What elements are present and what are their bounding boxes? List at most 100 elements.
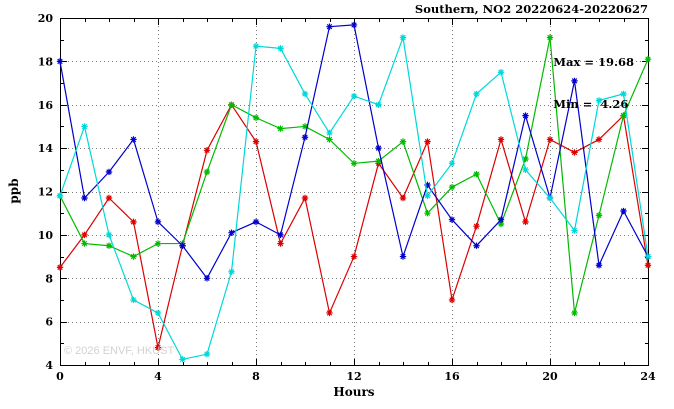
point-marker bbox=[620, 90, 627, 98]
point-marker bbox=[620, 207, 627, 215]
point-marker bbox=[252, 114, 260, 121]
point-marker bbox=[81, 123, 88, 130]
point-marker bbox=[179, 356, 186, 363]
point-marker bbox=[326, 309, 333, 317]
point-marker bbox=[301, 90, 309, 98]
point-marker bbox=[81, 231, 88, 239]
point-marker bbox=[571, 309, 578, 317]
point-marker bbox=[203, 147, 211, 154]
point-marker bbox=[350, 21, 358, 29]
point-marker bbox=[56, 192, 64, 200]
point-marker bbox=[644, 253, 652, 260]
y-axis-label: ppb bbox=[7, 178, 21, 204]
point-marker bbox=[571, 149, 578, 156]
y-tick-label: 14 bbox=[38, 142, 54, 155]
point-marker bbox=[497, 136, 505, 143]
y-tick-label: 20 bbox=[38, 12, 54, 25]
x-tick-label: 24 bbox=[640, 370, 656, 383]
point-marker bbox=[179, 242, 186, 249]
point-marker bbox=[130, 136, 137, 143]
point-marker bbox=[473, 170, 480, 178]
point-marker bbox=[154, 218, 162, 226]
point-marker bbox=[546, 34, 554, 41]
point-marker bbox=[252, 218, 260, 226]
y-tick-label: 16 bbox=[38, 99, 54, 112]
point-marker bbox=[595, 136, 603, 143]
point-marker bbox=[81, 240, 88, 247]
x-axis-label: Hours bbox=[333, 385, 375, 399]
y-tick-label: 18 bbox=[38, 55, 54, 68]
point-marker bbox=[473, 223, 480, 230]
y-tick-label: 10 bbox=[38, 229, 54, 242]
point-marker bbox=[228, 268, 235, 275]
plot-border bbox=[60, 18, 649, 366]
point-marker bbox=[399, 194, 407, 202]
point-marker bbox=[326, 23, 333, 30]
point-marker bbox=[571, 77, 578, 85]
point-marker bbox=[595, 212, 603, 219]
max-label: Max = 19.68 bbox=[553, 55, 634, 69]
point-marker bbox=[424, 209, 431, 217]
point-marker bbox=[375, 144, 382, 152]
point-marker bbox=[203, 168, 211, 176]
point-marker bbox=[277, 231, 284, 239]
point-marker bbox=[203, 350, 211, 358]
point-marker bbox=[130, 253, 137, 260]
point-marker bbox=[497, 69, 505, 76]
point-marker bbox=[473, 90, 480, 98]
x-tick-label: 4 bbox=[154, 370, 162, 383]
point-marker bbox=[546, 194, 554, 202]
point-marker bbox=[105, 168, 113, 176]
point-marker bbox=[326, 136, 333, 143]
point-marker bbox=[620, 112, 627, 119]
point-marker bbox=[448, 216, 456, 223]
series-green bbox=[56, 34, 652, 317]
point-marker bbox=[350, 92, 358, 100]
point-marker bbox=[350, 160, 358, 167]
point-marker bbox=[56, 58, 64, 65]
point-marker bbox=[595, 262, 603, 269]
point-marker bbox=[424, 181, 431, 189]
point-marker bbox=[522, 155, 529, 163]
y-tick-label: 4 bbox=[45, 359, 53, 372]
point-marker bbox=[326, 129, 333, 137]
series-cyan bbox=[56, 34, 652, 363]
point-marker bbox=[595, 97, 603, 104]
point-marker bbox=[644, 262, 652, 269]
point-marker bbox=[301, 134, 309, 141]
point-marker bbox=[399, 34, 407, 41]
point-marker bbox=[154, 240, 162, 247]
x-tick-label: 8 bbox=[252, 370, 260, 383]
point-marker bbox=[644, 56, 652, 63]
min-label: Min = 4.26 bbox=[553, 97, 629, 111]
axis-ticks bbox=[60, 18, 649, 366]
x-tick-label: 16 bbox=[444, 370, 460, 383]
max-min-annotation: Max = 19.68 Min = 4.26 bbox=[553, 27, 634, 139]
point-marker bbox=[301, 194, 309, 202]
point-marker bbox=[448, 296, 456, 304]
point-marker bbox=[571, 227, 578, 234]
point-marker bbox=[399, 138, 407, 145]
watermark: © 2026 ENVF, HKUST bbox=[64, 345, 175, 357]
point-marker bbox=[522, 166, 529, 174]
point-marker bbox=[252, 42, 260, 50]
point-marker bbox=[473, 242, 480, 249]
point-marker bbox=[277, 240, 284, 247]
point-marker bbox=[497, 220, 505, 228]
point-marker bbox=[203, 275, 211, 282]
point-marker bbox=[522, 112, 529, 119]
point-marker bbox=[228, 229, 235, 236]
point-marker bbox=[424, 192, 431, 200]
point-marker bbox=[375, 101, 382, 108]
point-marker bbox=[105, 231, 113, 239]
y-tick-label: 8 bbox=[45, 272, 53, 285]
point-marker bbox=[154, 344, 162, 351]
x-tick-label: 20 bbox=[542, 370, 558, 383]
chart-title: Southern, NO2 20220624-20220627 bbox=[414, 2, 648, 16]
point-marker bbox=[424, 138, 431, 145]
y-tick-label: 6 bbox=[45, 316, 53, 329]
point-marker bbox=[105, 194, 113, 202]
point-marker bbox=[399, 253, 407, 260]
